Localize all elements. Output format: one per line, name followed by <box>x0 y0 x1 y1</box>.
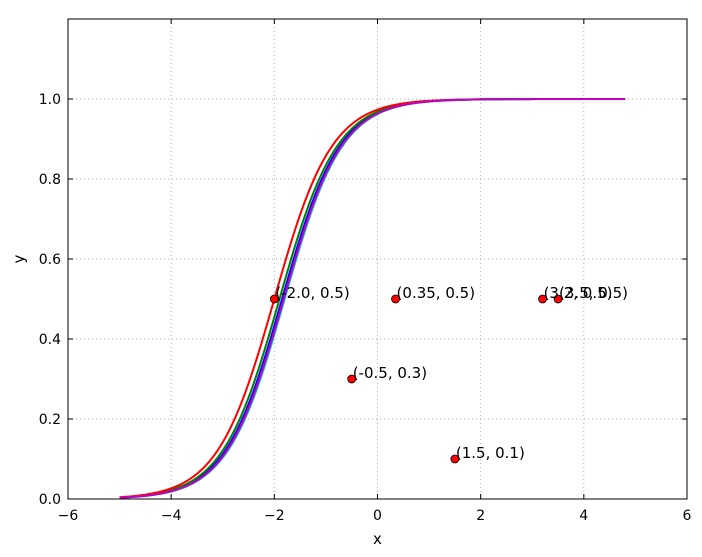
y-tick-label: 0.8 <box>39 172 61 188</box>
data-point <box>269 294 279 304</box>
data-point <box>450 454 460 464</box>
data-point-label: (-2.0, 0.5) <box>275 284 349 302</box>
x-tick-label: 0 <box>373 508 382 524</box>
curves <box>119 98 626 499</box>
data-point <box>347 374 357 384</box>
data-point <box>391 294 400 304</box>
data-point <box>553 294 563 304</box>
x-tick-label: −4 <box>161 508 182 524</box>
x-tick-label: 2 <box>476 508 485 524</box>
y-tick-label: 0.6 <box>39 252 61 268</box>
y-tick-label: 0.0 <box>39 492 61 508</box>
y-tick-label: 0.4 <box>39 332 61 348</box>
x-tick-label: −6 <box>58 508 79 524</box>
data-point-label: (1.5, 0.1) <box>456 444 525 462</box>
x-tick-label: 6 <box>683 508 692 524</box>
points: (-2.0, 0.5) (0.35, 0.5) (-0.5, 0.3) (1.5, 0… <box>269 284 628 464</box>
data-point-label: (3.5, 0.5) <box>559 284 628 302</box>
y-tick-label: 0.2 <box>39 412 61 428</box>
ticks: −6 −4 −2 0 2 4 6 0.0 0.2 0.4 0.6 0.8 1.0 <box>39 19 692 524</box>
y-tick-label: 1.0 <box>39 92 61 108</box>
x-tick-label: 4 <box>579 508 588 524</box>
data-point-label: (0.35, 0.5) <box>397 284 476 302</box>
data-point-label: (-0.5, 0.3) <box>353 364 427 382</box>
y-axis-label: y <box>10 254 28 263</box>
series-line-4 <box>119 98 626 499</box>
x-tick-label: −2 <box>264 508 285 524</box>
x-axis-label: x <box>373 530 382 548</box>
data-point-label: (3.2, 0.5) <box>544 284 613 302</box>
data-point <box>538 294 547 304</box>
